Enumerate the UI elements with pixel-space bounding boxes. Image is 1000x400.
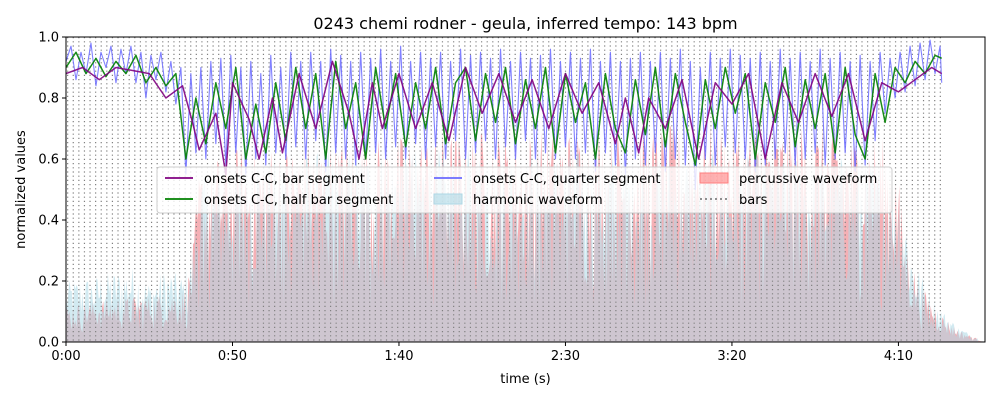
- x-axis-label: time (s): [500, 372, 550, 387]
- y-tick-label: 0.6: [38, 153, 59, 168]
- legend-label: percussive waveform: [739, 172, 877, 187]
- x-tick-label: 0:00: [51, 349, 80, 364]
- legend-label: onsets C-C, quarter segment: [473, 172, 660, 187]
- chart-title: 0243 chemi rodner - geula, inferred temp…: [313, 14, 737, 33]
- legend-swatch: [433, 193, 463, 205]
- x-tick-label: 0:50: [218, 349, 247, 364]
- series-line-2: [66, 51, 943, 166]
- legend-label: harmonic waveform: [473, 193, 603, 208]
- legend-label: onsets C-C, bar segment: [204, 172, 365, 187]
- y-tick-label: 0.4: [38, 214, 59, 229]
- series-line-1: [66, 60, 943, 175]
- x-tick-label: 4:10: [884, 349, 913, 364]
- plot-frame: [65, 36, 986, 343]
- series-layer: [66, 39, 943, 191]
- x-axis: 0:00 0:50 1:40 2:30 3:20 4:10: [51, 342, 913, 364]
- y-tick-label: 0.0: [38, 336, 59, 351]
- legend: onsets C-C, bar segment onsets C-C, half …: [156, 166, 893, 214]
- x-tick-label: 3:20: [717, 349, 746, 364]
- legend-swatch: [699, 172, 729, 184]
- y-axis: 0.0 0.2 0.4 0.6 0.8 1.0: [38, 31, 66, 351]
- x-tick-label: 2:30: [551, 349, 580, 364]
- y-tick-label: 0.8: [38, 92, 59, 107]
- y-axis-label: normalized values: [14, 130, 29, 249]
- series-line-3: [66, 39, 943, 191]
- x-tick-label: 1:40: [384, 349, 413, 364]
- legend-label: onsets C-C, half bar segment: [204, 193, 393, 208]
- y-tick-label: 0.2: [38, 275, 59, 290]
- legend-label: bars: [739, 193, 768, 208]
- y-tick-label: 1.0: [38, 31, 59, 46]
